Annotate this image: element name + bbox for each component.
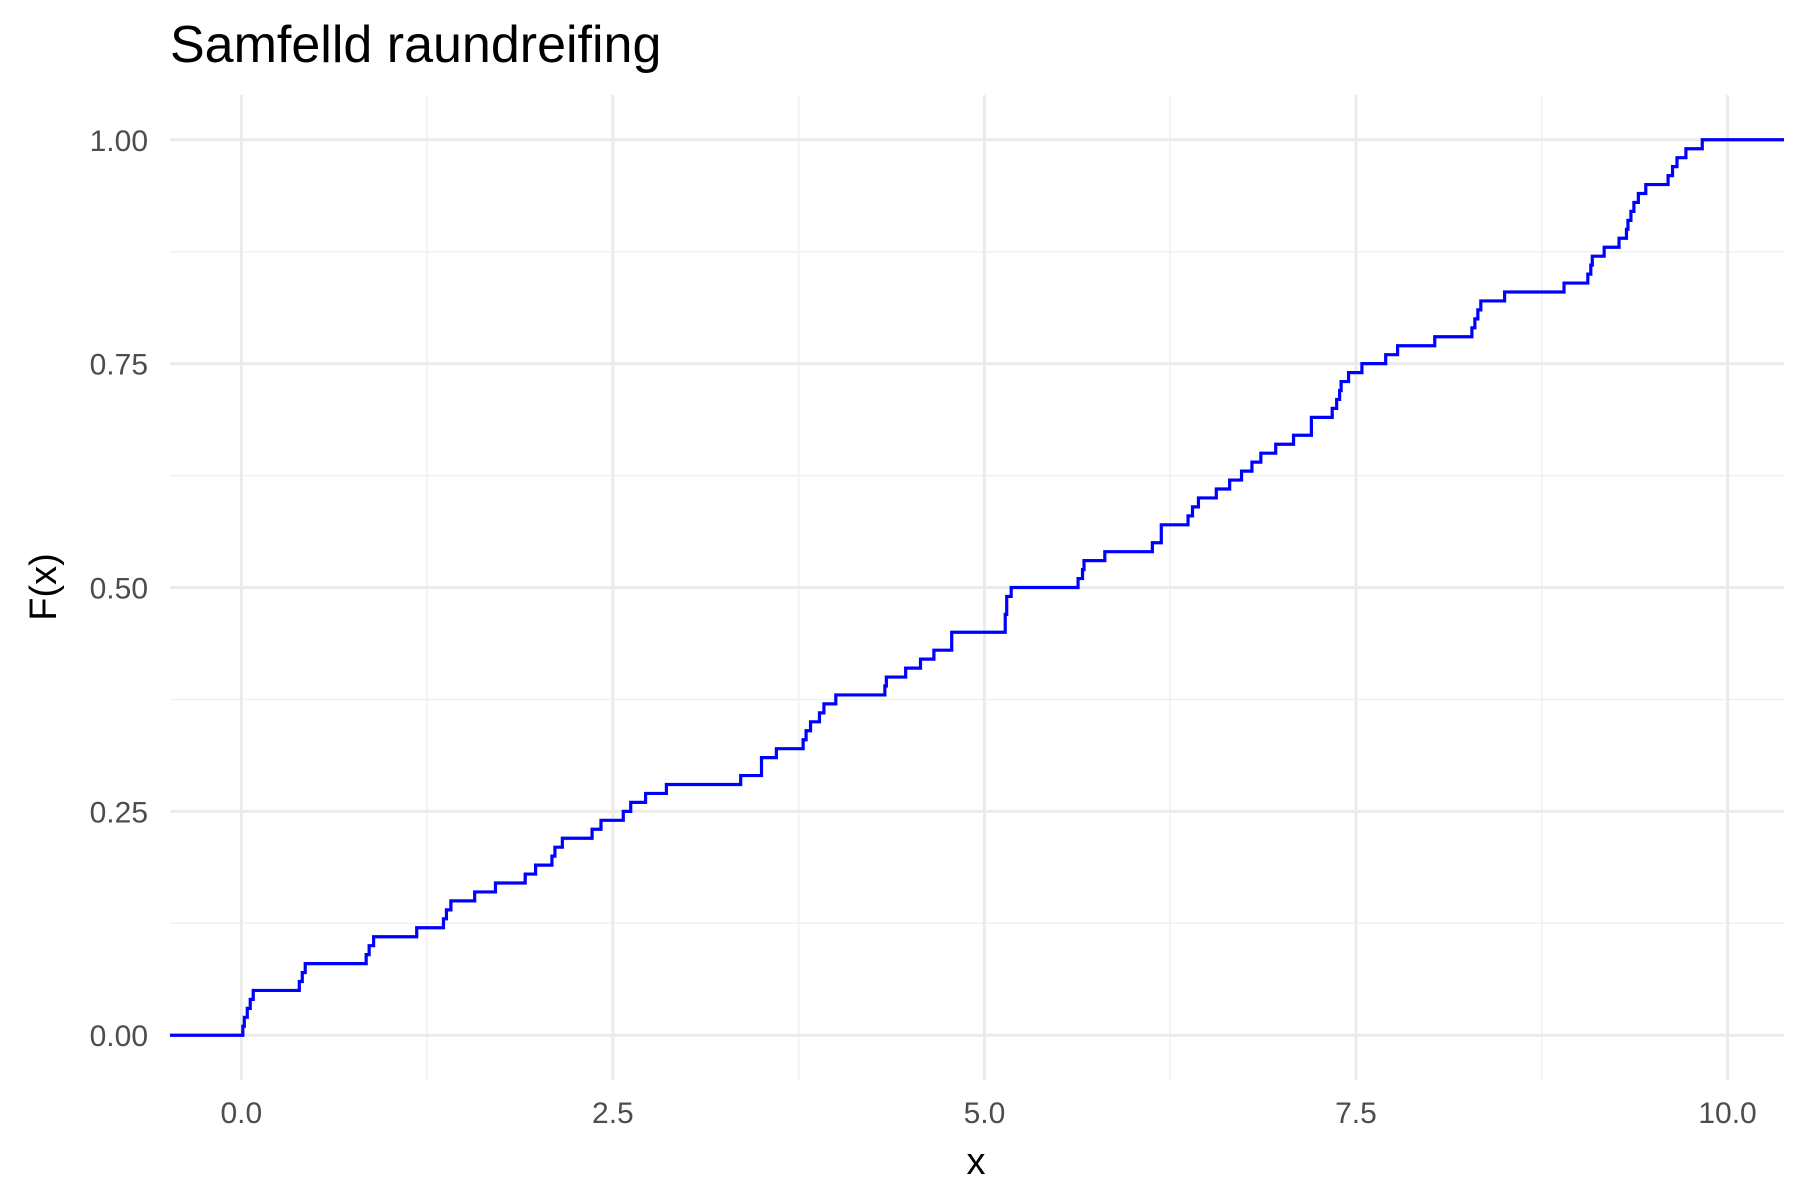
y-axis-title: F(x) <box>23 553 65 621</box>
minor-gridlines <box>170 95 1784 1080</box>
major-gridlines <box>170 95 1784 1080</box>
x-axis-title: x <box>967 1141 986 1183</box>
y-axis-tick-labels: 0.00 0.25 0.50 0.75 1.00 <box>90 125 148 1053</box>
chart-title: Samfelld raundreifing <box>170 16 661 74</box>
series-layer <box>170 138 1784 1037</box>
x-tick-label: 0.0 <box>220 1097 262 1130</box>
x-tick-label: 5.0 <box>964 1097 1006 1130</box>
x-tick-label: 2.5 <box>592 1097 634 1130</box>
y-tick-label: 0.25 <box>90 796 148 829</box>
x-tick-label: 10.0 <box>1698 1097 1756 1130</box>
y-tick-label: 1.00 <box>90 125 148 158</box>
y-tick-label: 0.00 <box>90 1020 148 1053</box>
y-tick-label: 0.50 <box>90 573 148 606</box>
x-axis-tick-labels: 0.0 2.5 5.0 7.5 10.0 <box>220 1097 1756 1130</box>
x-tick-label: 7.5 <box>1335 1097 1377 1130</box>
y-tick-label: 0.75 <box>90 349 148 382</box>
ecdf-step-line <box>170 138 1784 1037</box>
